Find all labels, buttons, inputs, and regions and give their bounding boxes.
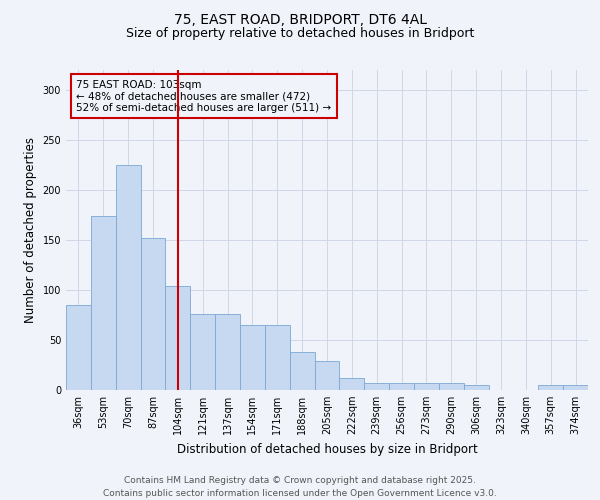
Bar bbox=[215, 314, 240, 390]
Bar bbox=[66, 305, 91, 390]
Bar bbox=[116, 165, 140, 390]
Bar bbox=[389, 383, 414, 390]
Bar bbox=[265, 325, 290, 390]
Bar bbox=[91, 216, 116, 390]
Bar bbox=[563, 385, 588, 390]
Bar bbox=[414, 383, 439, 390]
Bar bbox=[364, 383, 389, 390]
Bar bbox=[314, 361, 340, 390]
Bar bbox=[464, 385, 488, 390]
Text: Contains HM Land Registry data © Crown copyright and database right 2025.
Contai: Contains HM Land Registry data © Crown c… bbox=[103, 476, 497, 498]
Bar bbox=[290, 352, 314, 390]
Bar bbox=[166, 286, 190, 390]
Text: 75, EAST ROAD, BRIDPORT, DT6 4AL: 75, EAST ROAD, BRIDPORT, DT6 4AL bbox=[173, 12, 427, 26]
Bar bbox=[240, 325, 265, 390]
Bar bbox=[340, 378, 364, 390]
Text: 75 EAST ROAD: 103sqm
← 48% of detached houses are smaller (472)
52% of semi-deta: 75 EAST ROAD: 103sqm ← 48% of detached h… bbox=[76, 80, 332, 113]
Bar bbox=[190, 314, 215, 390]
Bar bbox=[538, 385, 563, 390]
Bar bbox=[140, 238, 166, 390]
Text: Size of property relative to detached houses in Bridport: Size of property relative to detached ho… bbox=[126, 28, 474, 40]
Bar bbox=[439, 383, 464, 390]
Y-axis label: Number of detached properties: Number of detached properties bbox=[24, 137, 37, 323]
X-axis label: Distribution of detached houses by size in Bridport: Distribution of detached houses by size … bbox=[176, 442, 478, 456]
